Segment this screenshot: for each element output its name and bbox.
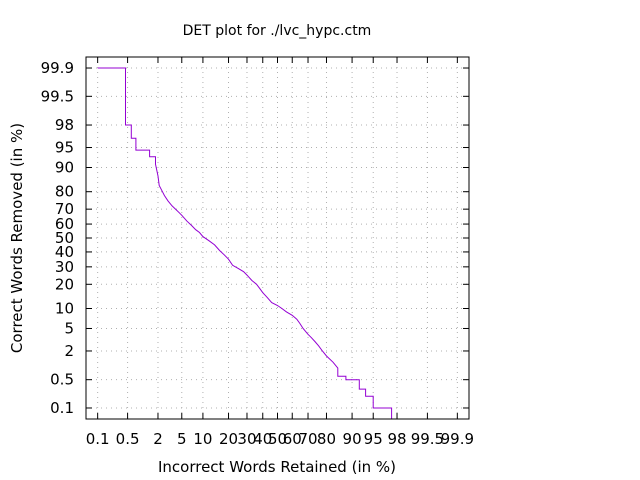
x-tick-label: 99.5: [411, 430, 444, 448]
x-tick-label: 0.5: [116, 430, 140, 448]
x-tick-label: 98: [387, 430, 406, 448]
x-tick-label: 99.9: [441, 430, 474, 448]
grid-layer: [86, 57, 469, 419]
x-tick-label: 90: [343, 430, 362, 448]
y-axis-label: Correct Words Removed (in %): [8, 123, 26, 353]
x-tick-label: 80: [317, 430, 336, 448]
y-tick-label: 99.5: [41, 87, 74, 105]
y-tick-label: 10: [55, 299, 74, 317]
y-tick-label: 98: [55, 116, 74, 134]
x-tick-label: 10: [193, 430, 212, 448]
chart-title: DET plot for ./lvc_hypc.ctm: [183, 23, 372, 39]
y-tick-label: 20: [55, 275, 74, 293]
x-tick-label: 0.1: [86, 430, 110, 448]
y-tick-label: 5: [64, 319, 74, 337]
x-tick-label: 5: [177, 430, 187, 448]
y-tick-label: 70: [55, 200, 74, 218]
x-tick-label: 60: [283, 430, 302, 448]
y-tick-label: 2: [64, 342, 74, 360]
x-tick-label: 30: [237, 430, 256, 448]
series-layer: [97, 67, 393, 419]
y-tick-label: 60: [55, 215, 74, 233]
y-tick-label: 80: [55, 183, 74, 201]
x-tick-label: 40: [253, 430, 272, 448]
y-tick-label: 90: [55, 159, 74, 177]
x-tick-label: 20: [219, 430, 238, 448]
x-tick-label: 2: [153, 430, 163, 448]
x-tick-label: 70: [298, 430, 317, 448]
x-axis-label: Incorrect Words Retained (in %): [158, 458, 396, 476]
det-curve: [97, 67, 393, 419]
y-tick-label: 30: [55, 258, 74, 276]
x-tick-label: 50: [268, 430, 287, 448]
x-tick-label: 95: [364, 430, 383, 448]
y-tick-label: 0.1: [50, 399, 74, 417]
y-tick-label: 50: [55, 229, 74, 247]
y-tick-label: 99.9: [41, 59, 74, 77]
y-tick-label: 40: [55, 243, 74, 261]
y-tick-label: 0.5: [50, 371, 74, 389]
y-tick-label: 95: [55, 139, 74, 157]
tick-layer: [86, 57, 469, 419]
